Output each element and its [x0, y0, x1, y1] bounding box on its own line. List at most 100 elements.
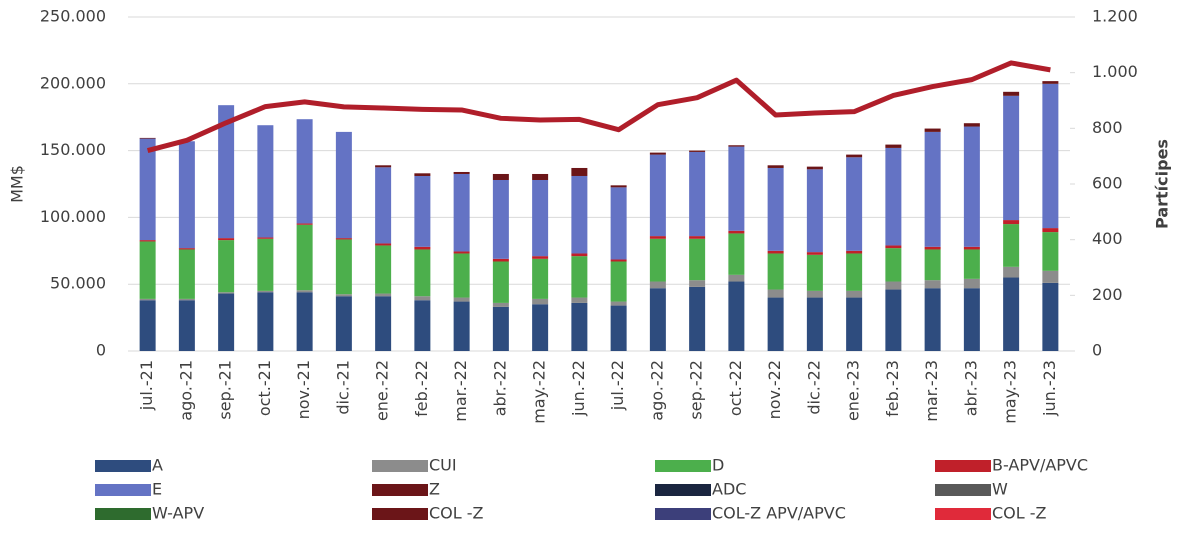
bar-segment	[257, 292, 274, 351]
bar-segment	[296, 224, 313, 291]
bar-segment	[453, 251, 470, 254]
legend-label: E	[152, 480, 162, 499]
bar-segment	[728, 230, 745, 234]
bar-segment	[610, 187, 627, 260]
bar-segment	[649, 154, 666, 237]
legend-label: CUI	[429, 456, 457, 475]
y2-axis-title: Partícipes	[1153, 139, 1172, 229]
bar-segment	[571, 167, 588, 176]
bar-segment	[492, 302, 509, 307]
x-tick-label: jul.-22	[608, 360, 627, 411]
bar-segment	[767, 167, 784, 251]
bar-segment	[453, 173, 470, 252]
bar-segment	[414, 249, 431, 297]
bar-segment	[963, 278, 980, 289]
bar-segment	[178, 249, 195, 299]
x-tick-label: jun.-23	[1040, 360, 1059, 417]
bar-segment	[492, 258, 509, 262]
bar-segment	[532, 298, 549, 305]
bar-segment	[963, 246, 980, 250]
bar-segment	[963, 288, 980, 351]
bar-segment	[767, 297, 784, 351]
bar-segment	[492, 179, 509, 259]
bar-segment	[414, 246, 431, 250]
bar-segment	[335, 238, 352, 240]
line	[146, 60, 1051, 154]
bar-segment	[885, 289, 902, 351]
bar-segment	[178, 300, 195, 351]
bar-segment	[218, 293, 235, 351]
y-tick-label: 150.000	[40, 140, 106, 159]
legend-label: COL -Z	[429, 504, 484, 523]
bar-segment	[610, 301, 627, 306]
bar-segment	[846, 154, 863, 158]
bar-segment	[296, 119, 313, 224]
y-tick-label: 50.000	[50, 274, 106, 293]
x-tick-label: dic.-21	[333, 360, 352, 415]
bar-segment	[1003, 277, 1020, 351]
y2-tick-label: 800	[1092, 118, 1123, 137]
bar-segment	[924, 128, 941, 132]
legend-label: D	[712, 456, 724, 475]
bar-segment	[846, 290, 863, 298]
bar-segment	[1042, 232, 1059, 271]
bar-segment	[885, 144, 902, 148]
bar-segment	[375, 167, 392, 244]
x-tick-label: ago.-22	[647, 360, 666, 421]
x-tick-label: dic.-22	[804, 360, 823, 415]
legend-label: A	[152, 456, 163, 475]
bar-segment	[453, 253, 470, 298]
y-axis-title: MM$	[8, 165, 27, 203]
bar-segment	[610, 305, 627, 351]
legend-swatch	[655, 460, 711, 472]
x-tick-label: oct.-22	[726, 360, 745, 416]
bar-segment	[806, 169, 823, 253]
x-tick-label: mar.-22	[451, 360, 470, 422]
bar-segment	[375, 165, 392, 168]
bar-segment	[1003, 220, 1020, 225]
bar-segment	[689, 151, 706, 237]
bar-segment	[649, 152, 666, 155]
bar-segment	[767, 289, 784, 298]
legend-swatch	[95, 508, 151, 520]
bar-segment	[767, 253, 784, 290]
legend-swatch	[935, 508, 991, 520]
bar-segment	[139, 241, 156, 299]
x-tick-label: nov.-22	[765, 360, 784, 419]
bar-segment	[139, 300, 156, 351]
bar-segment	[806, 254, 823, 291]
bar-segment	[1003, 266, 1020, 278]
legend-swatch	[655, 484, 711, 496]
legend-swatch	[935, 484, 991, 496]
bar-segment	[728, 146, 745, 231]
bar-segment	[728, 274, 745, 282]
bar-segment	[767, 165, 784, 168]
x-tick-label: ene.-22	[373, 360, 392, 421]
bar-segment	[885, 245, 902, 249]
x-tick-label: ene.-23	[844, 360, 863, 421]
x-tick-label: abr.-23	[961, 360, 980, 416]
bar-segment	[296, 290, 313, 293]
legend-label: COL-Z APV/APVC	[712, 504, 846, 523]
x-tick-label: may.-22	[530, 360, 549, 424]
bar-segment	[1042, 83, 1059, 229]
bar-segment	[414, 296, 431, 301]
bar-segment	[139, 240, 156, 242]
bar-segment	[924, 288, 941, 351]
legend-label: W-APV	[152, 504, 204, 523]
bar-segment	[728, 145, 745, 147]
bar-segment	[139, 138, 156, 241]
y2-tick-label: 600	[1092, 174, 1123, 193]
bar-segment	[571, 175, 588, 254]
bar-segment	[178, 248, 195, 250]
bar-segment	[846, 253, 863, 291]
bar-segment	[178, 298, 195, 301]
y2-tick-label: 200	[1092, 285, 1123, 304]
bar-segment	[335, 296, 352, 351]
bar-segment	[492, 173, 509, 180]
bar-segment	[689, 238, 706, 281]
y-tick-label: 200.000	[40, 73, 106, 92]
legend-label: ADC	[712, 480, 746, 499]
